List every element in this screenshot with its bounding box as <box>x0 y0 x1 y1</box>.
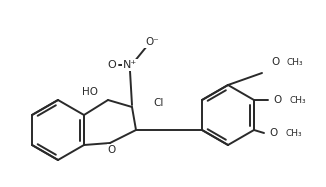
Text: HO: HO <box>82 87 98 97</box>
Text: CH₃: CH₃ <box>290 96 306 105</box>
Text: O: O <box>108 145 116 155</box>
Text: CH₃: CH₃ <box>286 128 302 137</box>
Text: O: O <box>274 95 282 105</box>
Text: O: O <box>108 60 116 70</box>
Text: N⁺: N⁺ <box>123 60 137 70</box>
Text: O: O <box>271 57 279 67</box>
Text: Cl: Cl <box>153 98 163 108</box>
Text: O⁻: O⁻ <box>145 37 159 47</box>
Text: O: O <box>270 128 278 138</box>
Text: CH₃: CH₃ <box>287 57 303 67</box>
